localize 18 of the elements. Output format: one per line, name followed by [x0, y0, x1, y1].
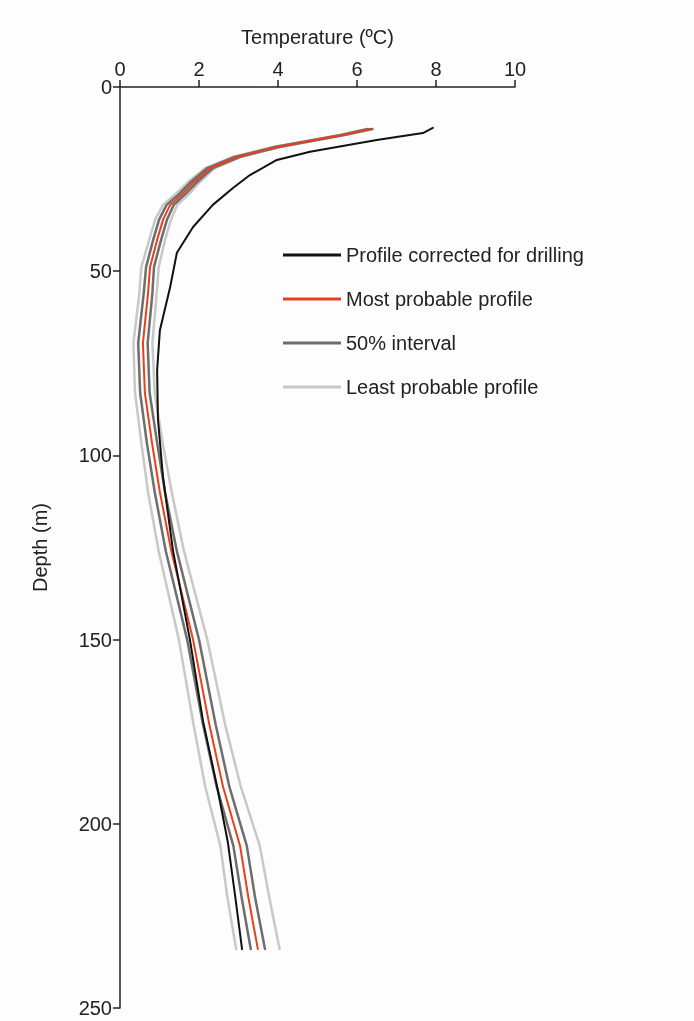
legend-label: Least probable profile — [346, 376, 539, 398]
x-tick-label: 10 — [503, 58, 527, 80]
legend-label: Most probable profile — [346, 288, 533, 310]
x-axis-title: Temperature (ºC) — [241, 26, 394, 48]
y-tick-label: 150 — [78, 628, 112, 651]
y-tick-label: 200 — [78, 812, 112, 835]
x-tick-label: 2 — [193, 58, 205, 80]
x-tick-label: 6 — [351, 58, 363, 80]
y-axis-title: Depth (m) — [29, 503, 51, 592]
y-tick-label: 0 — [100, 76, 112, 98]
y-tick-label: 250 — [78, 997, 112, 1019]
x-tick-label: 4 — [272, 58, 284, 80]
legend-label: Profile corrected for drilling — [346, 244, 584, 266]
x-tick-label: 0 — [114, 58, 126, 80]
x-tick-label: 8 — [430, 58, 442, 80]
legend-label: 50% interval — [346, 332, 457, 354]
y-tick-label: 50 — [89, 260, 112, 283]
y-tick-label: 100 — [78, 444, 112, 467]
